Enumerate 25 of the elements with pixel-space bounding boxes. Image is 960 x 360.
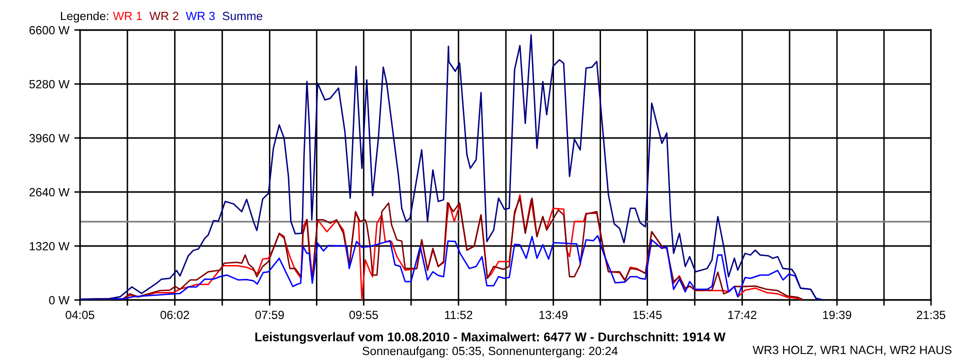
legend-title: Legende:: [60, 12, 108, 22]
text: WR 1: [112, 12, 142, 20]
x-tick-label: 04:05: [66, 310, 94, 320]
line-series: [80, 34, 825, 300]
y-tick-label: 1320 W: [30, 242, 70, 250]
x-tick-label: 15:45: [633, 310, 662, 320]
y-tick-label: 6600 W: [30, 26, 70, 34]
x-tick-label: 21:35: [916, 310, 946, 320]
y-tick-label: 2640 W: [29, 188, 70, 196]
y-tick-label: 0 W: [49, 296, 70, 304]
text: Leistungsverlauf vom 10.08.2010 - Maximalwert: 6477 W - Durchschnitt: 1914 W: [255, 332, 726, 344]
x-tick-label: 19:39: [823, 310, 852, 320]
y-tick-label: 5280 W: [29, 80, 70, 88]
x-tick-label: 09:55: [349, 310, 378, 320]
text: Sonnenaufgang: 05:35, Sonnenuntergang: 20:24: [362, 346, 618, 358]
x-tick-label: 11:52: [445, 310, 472, 320]
x-tick-label: 06:02: [160, 310, 190, 320]
x-tick-label: 07:59: [255, 310, 284, 320]
x-tick-label: 17:42: [728, 310, 756, 319]
text: WR3 HOLZ, WR1 NACH, WR2 HAUS: [752, 346, 952, 356]
x-tick-label: 13:49: [539, 310, 568, 320]
text: Summe: [222, 12, 262, 20]
y-tick-label: 3960 W: [29, 134, 70, 142]
text: WR 3: [186, 12, 215, 20]
text: WR 2: [149, 12, 178, 20]
